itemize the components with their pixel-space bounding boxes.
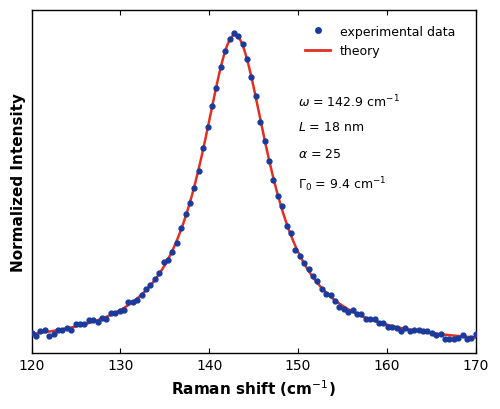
X-axis label: Raman shift (cm$^{-1}$): Raman shift (cm$^{-1}$) xyxy=(172,377,336,398)
Text: $\Gamma_0$ = 9.4 cm$^{-1}$: $\Gamma_0$ = 9.4 cm$^{-1}$ xyxy=(298,175,386,194)
Legend: experimental data, theory: experimental data, theory xyxy=(300,21,460,63)
Y-axis label: Normalized Intensity: Normalized Intensity xyxy=(11,93,26,271)
Text: $L$ = 18 nm: $L$ = 18 nm xyxy=(298,121,364,133)
Text: $\alpha$ = 25: $\alpha$ = 25 xyxy=(298,148,342,161)
Text: $\omega$ = 142.9 cm$^{-1}$: $\omega$ = 142.9 cm$^{-1}$ xyxy=(298,93,400,110)
